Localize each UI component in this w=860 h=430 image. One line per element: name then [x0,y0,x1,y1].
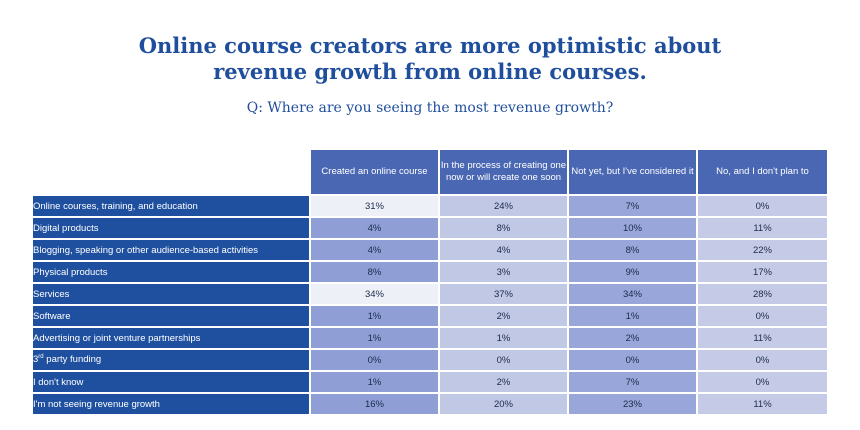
data-cell: 0% [698,372,827,392]
table-row: Online courses, training, and education 3… [33,196,827,216]
data-cell: 8% [440,218,567,238]
data-cell: 20% [440,394,567,414]
data-cell: 4% [440,240,567,260]
data-cell: 1% [569,306,696,326]
data-cell: 8% [569,240,696,260]
data-cell: 24% [440,196,567,216]
data-cell: 34% [569,284,696,304]
table-row: I'm not seeing revenue growth 16% 20% 23% 11… [33,394,827,414]
row-label: Digital products [33,218,309,238]
table-row: I don't know 1% 2% 7% 0% [33,372,827,392]
column-header-1: Created an online course [311,150,438,194]
table-body: Online courses, training, and education 3… [33,196,827,414]
data-cell: 7% [569,372,696,392]
row-label: Advertising or joint venture partnership… [33,328,309,348]
row-label: 3rd party funding [33,350,309,370]
table-row: Physical products 8% 3% 9% 17% [33,262,827,282]
row-label: Services [33,284,309,304]
data-cell: 0% [698,306,827,326]
table-row: Services 34% 37% 34% 28% [33,284,827,304]
data-cell: 4% [311,240,438,260]
column-header-4: No, and I don't plan to [698,150,827,194]
table-row: Advertising or joint venture partnership… [33,328,827,348]
table-row: Digital products 4% 8% 10% 11% [33,218,827,238]
data-cell: 0% [569,350,696,370]
data-cell: 22% [698,240,827,260]
data-cell: 34% [311,284,438,304]
data-cell: 1% [311,306,438,326]
data-cell: 4% [311,218,438,238]
data-cell: 2% [440,306,567,326]
data-cell: 37% [440,284,567,304]
data-cell: 31% [311,196,438,216]
title-line-1: Online course creators are more optimist… [138,33,722,58]
column-header-2: In the process of creating one now or wi… [440,150,567,194]
data-cell: 8% [311,262,438,282]
data-cell: 11% [698,218,827,238]
data-cell: 0% [311,350,438,370]
row-label: Software [33,306,309,326]
data-cell: 11% [698,394,827,414]
title-line-2: revenue growth from online courses. [213,59,647,84]
table-row: 3rd party funding 0% 0% 0% 0% [33,350,827,370]
chart-title: Online course creators are more optimist… [0,33,860,85]
column-header-row: Created an online course In the process o… [33,150,827,194]
table-row: Blogging, speaking or other audience-bas… [33,240,827,260]
data-cell: 10% [569,218,696,238]
data-cell: 11% [698,328,827,348]
data-cell: 0% [440,350,567,370]
row-label: I'm not seeing revenue growth [33,394,309,414]
row-label: Physical products [33,262,309,282]
data-cell: 17% [698,262,827,282]
data-cell: 1% [311,372,438,392]
data-cell: 7% [569,196,696,216]
question-subtitle: Q: Where are you seeing the most revenue… [246,100,614,116]
data-cell: 23% [569,394,696,414]
data-cell: 2% [440,372,567,392]
data-cell: 2% [569,328,696,348]
data-cell: 16% [311,394,438,414]
row-label: Online courses, training, and education [33,196,309,216]
row-label: I don't know [33,372,309,392]
data-cell: 1% [311,328,438,348]
data-cell: 0% [698,196,827,216]
column-header-3: Not yet, but I've considered it [569,150,696,194]
table-row: Software 1% 2% 1% 0% [33,306,827,326]
row-label: Blogging, speaking or other audience-bas… [33,240,309,260]
data-cell: 1% [440,328,567,348]
data-cell: 0% [698,350,827,370]
data-cell: 9% [569,262,696,282]
data-cell: 3% [440,262,567,282]
table-corner [33,150,309,194]
results-table: Created an online course In the process o… [31,148,829,416]
data-cell: 28% [698,284,827,304]
